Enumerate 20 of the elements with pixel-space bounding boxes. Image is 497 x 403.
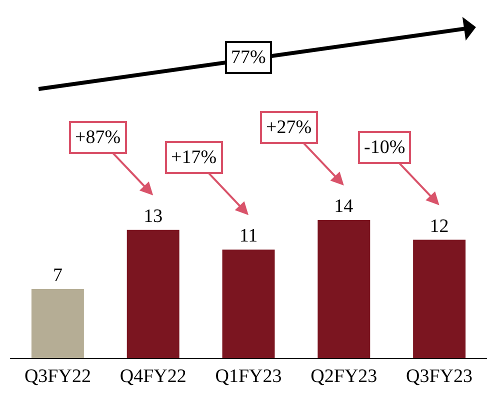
text: +87% [75,127,121,148]
text: -10% [364,137,406,158]
data-label: 12 [430,216,449,237]
text: +17% [171,147,217,168]
bar [31,289,84,358]
data-label: 14 [334,196,354,218]
text: 77% [231,47,266,68]
data-label: 13 [144,206,163,227]
x-tick-label: Q3FY22 [24,366,91,387]
bar [126,230,180,358]
data-label: 11 [239,226,258,247]
x-tick-label: Q4FY22 [120,366,186,387]
text: +27% [266,117,312,138]
bar [413,240,466,358]
bar [222,250,275,358]
bar [318,220,370,358]
x-tick-label: Q2FY23 [310,366,378,387]
data-label: 7 [52,265,62,286]
x-tick-label: Q3FY23 [406,366,473,387]
x-tick-label: Q1FY23 [215,366,282,387]
